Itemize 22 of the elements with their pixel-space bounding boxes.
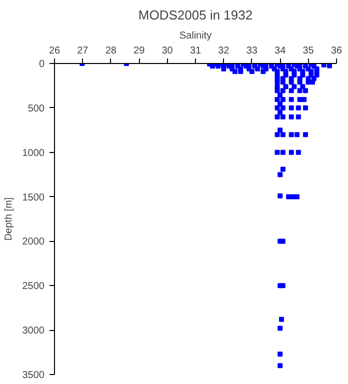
y-tick-label: 2500 — [22, 281, 45, 292]
x-tick-label: 35 — [302, 46, 314, 56]
x-axis-title: Salinity — [179, 30, 212, 42]
x-tick-label: 36 — [330, 46, 342, 56]
y-tick-label: 0 — [38, 59, 45, 70]
y-tick-label: 3500 — [22, 370, 45, 381]
x-tick-label: 28 — [105, 46, 117, 56]
y-tick-label: 2000 — [22, 236, 45, 248]
x-tick-label: 34 — [274, 46, 286, 56]
x-tick-label: 33 — [246, 46, 258, 56]
y-tick-label: 500 — [28, 103, 45, 114]
x-tick-label: 27 — [77, 46, 89, 56]
y-tick-label: 1500 — [22, 192, 45, 204]
y-tick-label: 3000 — [22, 326, 45, 337]
y-axis-title: Depth [m] — [3, 197, 14, 241]
y-tick-label: 1000 — [22, 148, 45, 159]
x-tick-label: 32 — [218, 46, 230, 56]
x-tick-label: 30 — [162, 46, 174, 56]
x-tick-label: 29 — [134, 46, 146, 56]
chart-title: MODS2005 in 1932 — [138, 8, 253, 22]
x-tick-label: 26 — [48, 46, 60, 56]
x-tick-label: 31 — [190, 46, 202, 56]
